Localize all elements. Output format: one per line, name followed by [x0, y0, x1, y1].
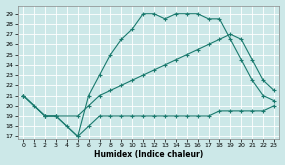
X-axis label: Humidex (Indice chaleur): Humidex (Indice chaleur) — [94, 150, 203, 159]
